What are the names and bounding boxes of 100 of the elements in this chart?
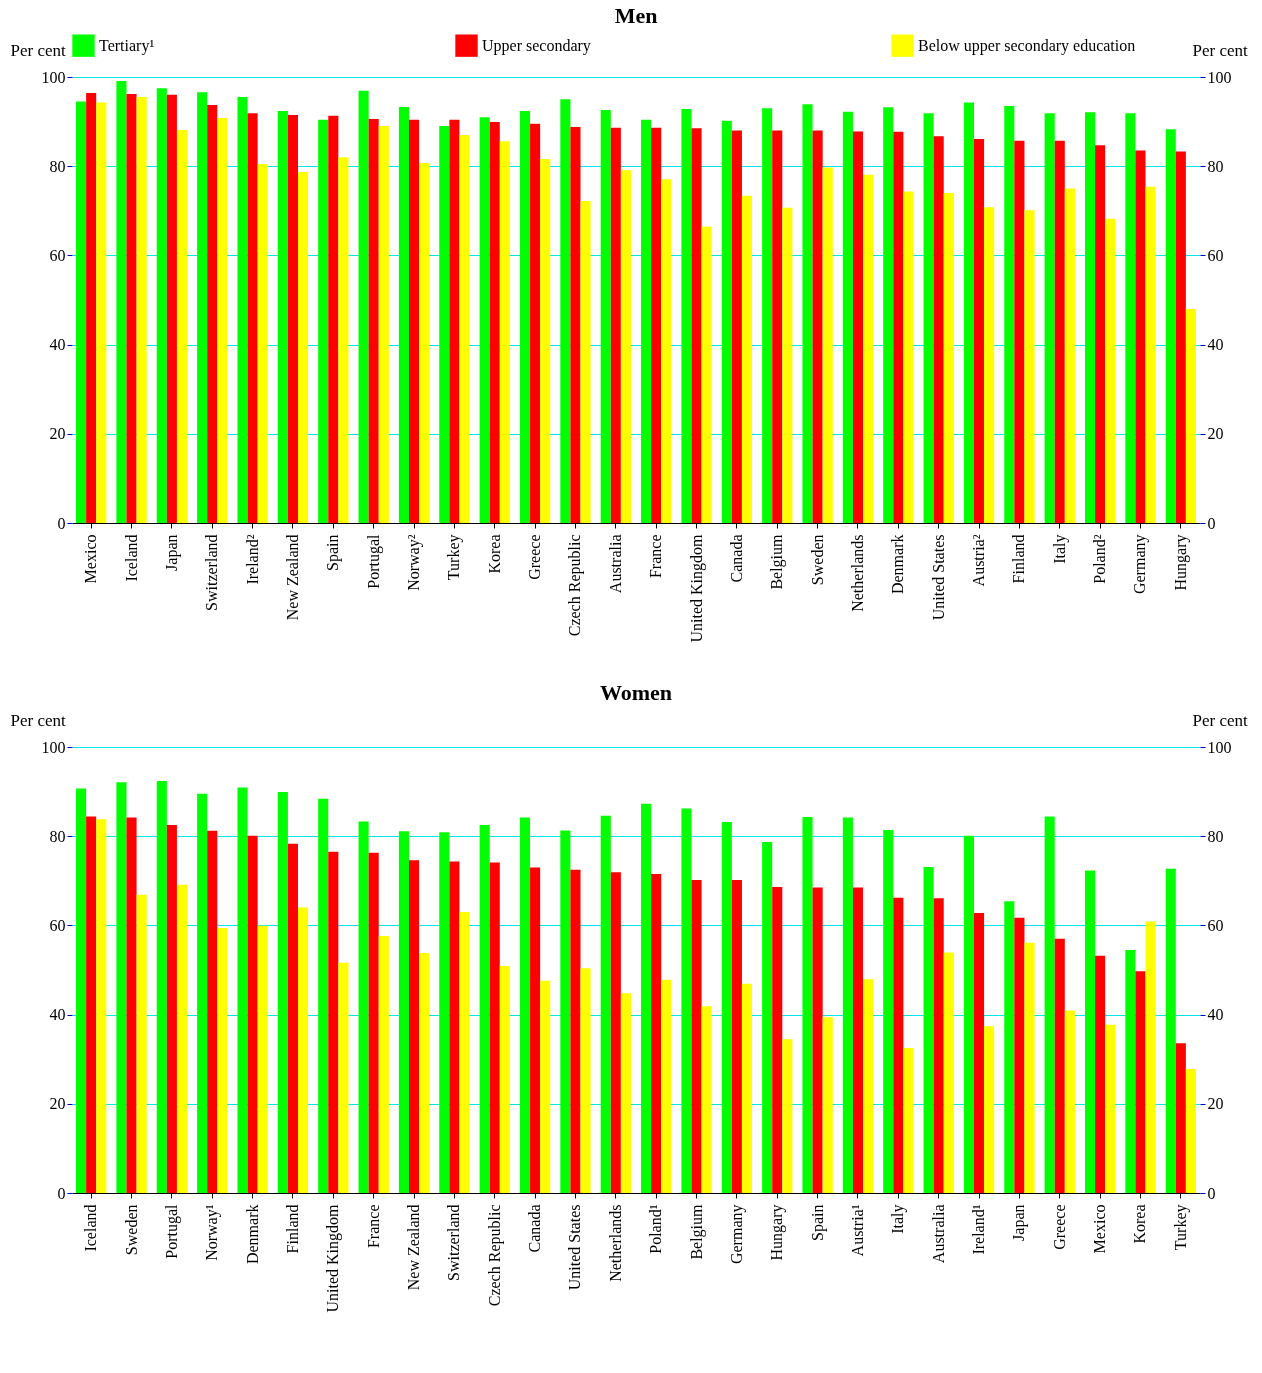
x-tick-label: New Zealand	[405, 1204, 423, 1291]
bar	[580, 968, 591, 1193]
bar	[197, 793, 208, 1193]
bar	[96, 819, 107, 1193]
x-tick-label: Norway²	[405, 534, 424, 591]
x-tick-label: Korea	[485, 534, 503, 574]
y2-tick-label: 60	[1207, 246, 1224, 264]
y2-tick-label: 80	[1207, 827, 1224, 845]
bar	[560, 830, 571, 1193]
bar	[782, 207, 793, 523]
y2-tick-label: 100	[1207, 68, 1232, 86]
bar	[731, 130, 742, 523]
bar	[398, 831, 409, 1193]
bar	[762, 842, 773, 1193]
bar	[812, 130, 823, 523]
x-tick-label: Australia	[929, 1204, 947, 1264]
x-tick-label: Finland	[1010, 534, 1028, 584]
bar	[1014, 917, 1025, 1193]
bar	[822, 167, 833, 523]
x-tick-label: Ireland²	[243, 534, 261, 585]
bar	[358, 821, 369, 1193]
bar	[772, 887, 783, 1193]
bar	[257, 925, 268, 1193]
bar	[651, 127, 662, 523]
x-tick-label: Sweden	[808, 534, 826, 586]
x-tick-label: Denmark	[243, 1204, 261, 1265]
x-tick-label: Ireland¹	[970, 1204, 988, 1255]
bar	[1044, 816, 1055, 1193]
x-tick-label: Netherlands	[848, 534, 866, 612]
bar	[580, 200, 591, 523]
y2-tick-label: 0	[1207, 1184, 1216, 1202]
bar	[338, 962, 349, 1193]
bar	[1024, 942, 1035, 1193]
bar	[822, 1017, 833, 1193]
x-tick-label: Japan	[162, 534, 181, 571]
bar	[298, 172, 309, 523]
bar	[116, 81, 127, 523]
bar	[943, 952, 954, 1193]
bar	[166, 94, 177, 523]
bar	[499, 965, 510, 1193]
bar	[338, 157, 349, 523]
bar	[1004, 105, 1015, 523]
bar	[519, 817, 531, 1193]
bar	[166, 825, 177, 1193]
bar	[1095, 145, 1106, 523]
x-tick-label: Australia	[606, 534, 624, 594]
x-tick-label: United States	[929, 534, 947, 621]
y2-axis-title: Per cent	[1192, 40, 1248, 60]
bar	[156, 88, 167, 523]
bar	[863, 174, 874, 523]
bar	[1185, 308, 1196, 523]
bar	[368, 118, 379, 523]
x-tick-label: Canada	[526, 1204, 544, 1253]
x-tick-label: Poland¹	[647, 1204, 665, 1254]
x-tick-label: Spain	[324, 534, 343, 571]
bar	[772, 130, 783, 523]
x-tick-label: United Kingdom	[324, 1203, 343, 1313]
bar	[641, 119, 652, 523]
x-tick-label: Belgium	[768, 533, 787, 590]
bar	[812, 887, 823, 1193]
x-tick-label: Canada	[727, 534, 745, 583]
bar	[479, 117, 490, 523]
bar	[610, 872, 621, 1193]
y-tick-label: 20	[49, 425, 66, 443]
bar	[661, 179, 672, 523]
bar	[197, 92, 208, 523]
x-tick-label: Austria¹	[848, 1204, 866, 1257]
bar	[449, 861, 460, 1193]
bar	[1084, 870, 1096, 1193]
legend-label: Tertiary¹	[99, 36, 155, 55]
bar	[1125, 113, 1136, 523]
bar	[419, 953, 430, 1193]
bar	[1054, 938, 1065, 1193]
bar	[96, 102, 107, 523]
bar	[984, 1026, 995, 1193]
bar	[600, 815, 611, 1193]
bar	[782, 1039, 793, 1193]
x-tick-label: Iceland	[122, 534, 140, 582]
y-tick-label: 100	[41, 68, 66, 86]
bar	[287, 114, 298, 523]
x-tick-label: Norway¹	[203, 1204, 222, 1261]
bar	[439, 832, 450, 1193]
bar	[620, 993, 631, 1193]
bar	[842, 111, 853, 523]
bar	[933, 136, 944, 523]
bar	[419, 163, 430, 523]
bar	[328, 115, 339, 523]
bar	[1135, 150, 1146, 523]
legend-label: Upper secondary	[482, 36, 591, 55]
bar	[570, 869, 581, 1193]
bar	[963, 102, 974, 523]
x-tick-label: New Zealand	[283, 534, 301, 621]
bar	[731, 879, 742, 1193]
x-tick-label: United Kingdom	[687, 533, 706, 643]
bar	[318, 119, 329, 523]
bar	[86, 816, 97, 1193]
chart-title: Women	[599, 680, 673, 705]
y-tick-label: 0	[57, 514, 66, 532]
bar	[298, 907, 309, 1193]
y-tick-label: 0	[57, 1184, 66, 1202]
